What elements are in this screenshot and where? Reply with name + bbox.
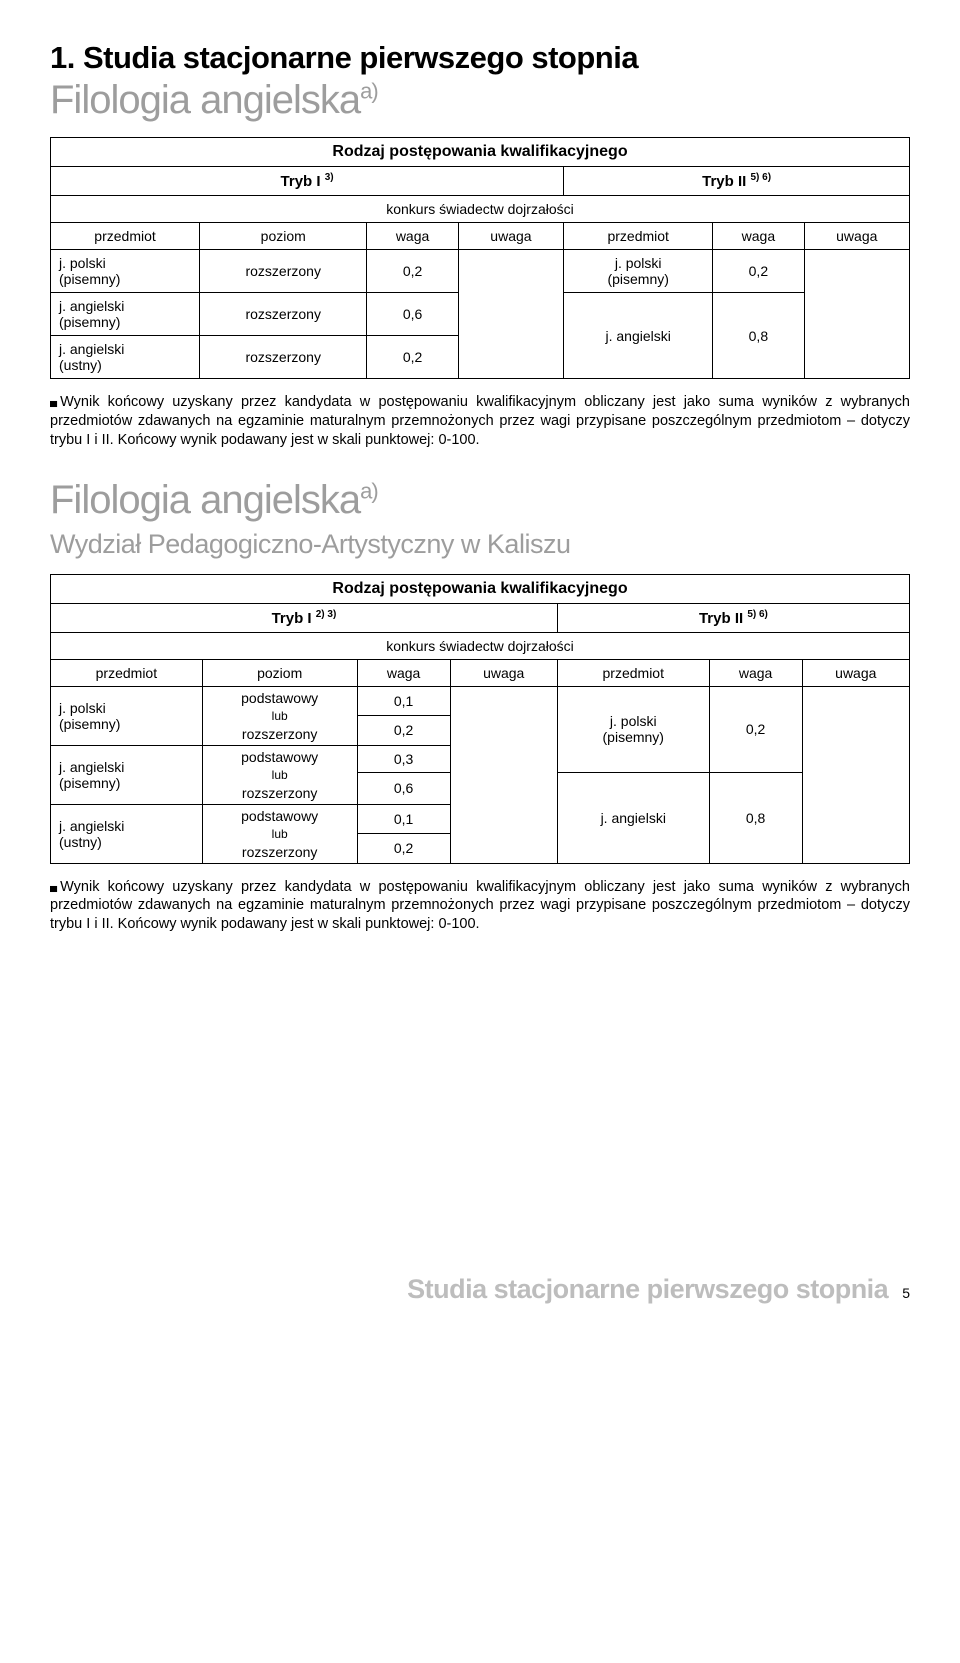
table1-tryb-i: Tryb I 3)	[51, 167, 564, 196]
col-waga-r: waga	[709, 659, 802, 686]
tryb-ii-label: Tryb II	[699, 610, 747, 627]
program-title-1-main: Filologia angielska	[50, 78, 360, 122]
section-title: 1. Studia stacjonarne pierwszego stopnia	[50, 40, 910, 76]
level-lub: lub	[203, 768, 357, 782]
col-poziom: poziom	[202, 659, 357, 686]
cell-level: rozszerzony	[200, 336, 367, 379]
page-footer: Studia stacjonarne pierwszego stopnia 5	[50, 1274, 910, 1305]
table2-heading: Rodzaj postępowania kwalifikacyjnego	[51, 574, 910, 603]
tryb-i-label: Tryb I	[281, 173, 325, 190]
tryb-i-sup: 2) 3)	[316, 609, 337, 620]
cell-weight-r: 0,2	[713, 250, 804, 293]
cell-subject-r: j. polski (pisemny)	[564, 250, 713, 293]
cell-subject: j. polski (pisemny)	[51, 250, 200, 293]
cell-weight-bot: 0,2	[357, 716, 450, 746]
level-bot: rozszerzony	[203, 782, 357, 804]
cell-uwaga-l	[458, 250, 563, 379]
table1-konkurs: konkurs świadectw dojrzałości	[51, 196, 910, 223]
footer-title: Studia stacjonarne pierwszego stopnia	[407, 1274, 888, 1305]
cell-uwaga-r	[802, 686, 909, 863]
note-2-text: Wynik końcowy uzyskany przez kandydata w…	[50, 879, 910, 933]
col-waga-r: waga	[713, 223, 804, 250]
cell-subject: j. angielski (ustny)	[51, 336, 200, 379]
table2-tryb-i: Tryb I 2) 3)	[51, 603, 558, 632]
cell-subject: j. angielski (ustny)	[51, 804, 203, 863]
col-waga-l: waga	[367, 223, 458, 250]
table2-konkurs: konkurs świadectw dojrzałości	[51, 632, 910, 659]
table1-heading: Rodzaj postępowania kwalifikacyjnego	[51, 138, 910, 167]
cell-subject: j. angielski (pisemny)	[51, 745, 203, 804]
col-uwaga-r: uwaga	[802, 659, 909, 686]
col-waga-l: waga	[357, 659, 450, 686]
cell-level: podstawowy lub rozszerzony	[202, 745, 357, 804]
level-lub: lub	[203, 827, 357, 841]
col-uwaga-l: uwaga	[458, 223, 563, 250]
cell-weight-bot: 0,2	[357, 834, 450, 864]
table-row: j. polski (pisemny) podstawowy lub rozsz…	[51, 686, 910, 716]
level-bot: rozszerzony	[203, 841, 357, 863]
tryb-ii-sup: 5) 6)	[747, 609, 768, 620]
cell-weight-top: 0,3	[357, 745, 450, 772]
table-row: j. polski (pisemny) rozszerzony 0,2 j. p…	[51, 250, 910, 293]
cell-subject: j. polski (pisemny)	[51, 686, 203, 745]
cell-weight-bot: 0,6	[357, 772, 450, 804]
cell-level: rozszerzony	[200, 250, 367, 293]
note-1: ▄Wynik końcowy uzyskany przez kandydata …	[50, 393, 910, 450]
level-top: podstawowy	[203, 687, 357, 709]
qualification-table-1: Rodzaj postępowania kwalifikacyjnego Try…	[50, 137, 910, 379]
cell-weight-top: 0,1	[357, 804, 450, 834]
level-bot: rozszerzony	[203, 723, 357, 745]
halmos-icon: ▄	[50, 396, 57, 407]
cell-weight: 0,2	[367, 250, 458, 293]
halmos-icon: ▄	[50, 881, 57, 892]
col-przedmiot-r: przedmiot	[557, 659, 709, 686]
col-poziom: poziom	[200, 223, 367, 250]
program-title-1: Filologia angielskaa)	[50, 78, 910, 123]
table2-tryb-ii: Tryb II 5) 6)	[557, 603, 909, 632]
col-uwaga-r: uwaga	[804, 223, 909, 250]
level-top: podstawowy	[203, 746, 357, 768]
tryb-i-label: Tryb I	[272, 610, 316, 627]
cell-level: podstawowy lub rozszerzony	[202, 686, 357, 745]
table1-column-headers: przedmiot poziom waga uwaga przedmiot wa…	[51, 223, 910, 250]
cell-level: rozszerzony	[200, 293, 367, 336]
cell-uwaga-r	[804, 250, 909, 379]
program-title-2-main: Filologia angielska	[50, 478, 360, 522]
cell-subject-r: j. angielski	[557, 772, 709, 863]
note-2: ▄Wynik końcowy uzyskany przez kandydata …	[50, 878, 910, 935]
cell-weight-top: 0,1	[357, 686, 450, 716]
cell-weight-r: 0,2	[709, 686, 802, 772]
subfaculty-title: Wydział Pedagogiczno-Artystyczny w Kalis…	[50, 529, 910, 560]
cell-uwaga-l	[450, 686, 557, 863]
table2-column-headers: przedmiot poziom waga uwaga przedmiot wa…	[51, 659, 910, 686]
cell-subject-r: j. polski (pisemny)	[557, 686, 709, 772]
cell-subject-r: j. angielski	[564, 293, 713, 379]
cell-weight-r: 0,8	[713, 293, 804, 379]
level-top: podstawowy	[203, 805, 357, 827]
tryb-ii-label: Tryb II	[702, 173, 750, 190]
col-przedmiot-l: przedmiot	[51, 659, 203, 686]
program-title-2: Filologia angielskaa)	[50, 478, 910, 523]
tryb-ii-sup: 5) 6)	[750, 172, 771, 183]
cell-weight-r: 0,8	[709, 772, 802, 863]
program-title-2-super: a)	[360, 478, 378, 503]
cell-level: podstawowy lub rozszerzony	[202, 804, 357, 863]
tryb-i-sup: 3)	[325, 172, 334, 183]
col-przedmiot-l: przedmiot	[51, 223, 200, 250]
table1-tryb-ii: Tryb II 5) 6)	[564, 167, 910, 196]
program-title-1-super: a)	[360, 79, 378, 104]
cell-weight: 0,6	[367, 293, 458, 336]
level-lub: lub	[203, 709, 357, 723]
qualification-table-2: Rodzaj postępowania kwalifikacyjnego Try…	[50, 574, 910, 864]
col-uwaga-l: uwaga	[450, 659, 557, 686]
cell-subject: j. angielski (pisemny)	[51, 293, 200, 336]
cell-weight: 0,2	[367, 336, 458, 379]
col-przedmiot-r: przedmiot	[564, 223, 713, 250]
note-1-text: Wynik końcowy uzyskany przez kandydata w…	[50, 394, 910, 448]
footer-page-number: 5	[902, 1285, 910, 1301]
